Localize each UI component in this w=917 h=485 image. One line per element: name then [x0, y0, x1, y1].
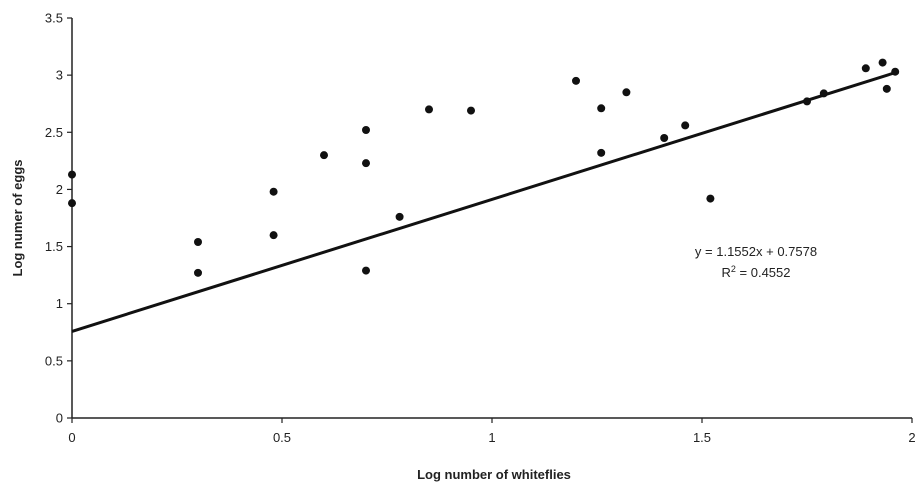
x-tick-label: 0.5 — [273, 430, 291, 445]
data-point — [68, 170, 76, 179]
x-tick-label: 2 — [908, 430, 915, 445]
r2-label: R2 = 0.4552 — [722, 264, 791, 280]
data-point — [861, 64, 870, 73]
data-point — [269, 187, 278, 196]
y-tick-label: 2 — [56, 182, 63, 197]
data-point — [681, 121, 690, 130]
data-point — [622, 88, 631, 97]
data-point — [425, 105, 433, 114]
r2-value: = 0.4552 — [736, 265, 791, 280]
data-point — [194, 238, 202, 246]
data-point — [803, 97, 811, 106]
data-point — [467, 106, 475, 115]
x-axis-title: Log number of whiteflies — [417, 467, 571, 482]
y-tick-label: 0.5 — [45, 353, 63, 368]
equation-label: y = 1.1552x + 0.7578 — [695, 244, 817, 259]
y-tick-label: 3 — [56, 68, 63, 83]
data-point — [597, 104, 606, 113]
y-tick-label: 1 — [56, 296, 63, 311]
trendline — [71, 71, 896, 333]
data-points — [68, 58, 900, 277]
y-tick-label: 3.5 — [45, 11, 63, 26]
data-point — [572, 76, 580, 85]
data-point — [878, 58, 887, 67]
regression-annotation: y = 1.1552x + 0.7578 R2 = 0.4552 — [695, 244, 817, 280]
data-point — [269, 231, 278, 240]
data-point — [362, 266, 370, 275]
data-point — [395, 212, 404, 221]
data-point — [891, 67, 900, 76]
data-point — [362, 159, 370, 168]
axes: 0 0.5 1 1.5 2 2.5 3 3.5 0 0.5 1 1.5 2 — [45, 11, 916, 446]
x-ticks: 0 0.5 1 1.5 2 — [68, 418, 916, 445]
data-point — [320, 151, 328, 160]
y-tick-label: 2.5 — [45, 125, 63, 140]
data-point — [706, 194, 715, 203]
y-axis-title: Log numer of eggs — [10, 160, 25, 277]
data-point — [194, 268, 202, 277]
x-tick-label: 1.5 — [693, 430, 711, 445]
y-tick-label: 1.5 — [45, 239, 63, 254]
y-tick-label: 0 — [56, 411, 63, 426]
x-tick-label: 0 — [68, 430, 75, 445]
data-point — [597, 148, 606, 157]
data-point — [882, 84, 891, 93]
data-point — [362, 126, 370, 134]
y-ticks: 0 0.5 1 1.5 2 2.5 3 3.5 — [45, 11, 72, 426]
r2-superscript: 2 — [731, 264, 736, 274]
x-tick-label: 1 — [488, 430, 495, 445]
data-point — [660, 134, 669, 142]
data-point — [819, 89, 828, 98]
data-point — [68, 199, 76, 208]
r2-prefix: R — [722, 265, 731, 280]
